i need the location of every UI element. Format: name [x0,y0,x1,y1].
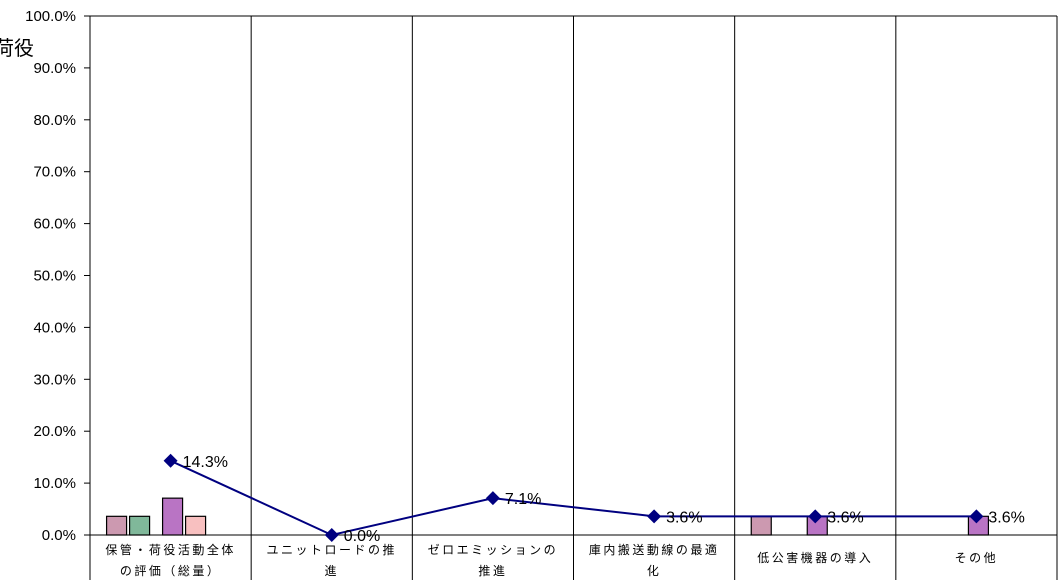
data-label: 14.3% [183,454,228,471]
line-series [170,459,977,537]
bar [105,515,128,536]
y-tick-label: 90.0% [33,60,76,77]
y-tick-label: 100.0% [25,8,76,25]
category-label: 化 [647,564,662,578]
category-label: 保管・荷役活動全体 [105,542,236,557]
axis-layer: 0.0% 10.0% 20.0% 30.0% 40.0% 50.0% 60.0% 70.0% 8… [25,8,1058,580]
line-marker [808,509,823,524]
y-tick-label: 10.0% [33,475,76,492]
category-label: 庫内搬送動線の最適 [589,542,720,557]
category-label: その他 [955,551,999,565]
y-tick-label: 40.0% [33,319,76,336]
data-label: 3.6% [666,509,702,526]
y-tick-label: 70.0% [33,164,76,181]
y-tick-label: 60.0% [33,216,76,233]
category-label: 推進 [478,564,507,578]
line-series-layer: 14.3% 0.0% 7.1% 3.6% 3.6% 3.6% [163,453,1025,545]
data-label: 0.0% [344,528,380,545]
bar [750,515,772,536]
category-label: 低公害機器の導入 [757,550,873,565]
bar [184,515,207,536]
y-tick-label: 80.0% [33,112,76,129]
line-marker [163,453,178,468]
data-label: 3.6% [988,509,1024,526]
bar [161,497,184,536]
y-tick-label: 0.0% [42,527,76,544]
line-marker [324,528,339,542]
y-tick-label: 20.0% [33,423,76,440]
category-label: の評価（総量） [120,563,222,578]
line-marker [485,491,500,506]
category-label: ゼロエミッションの [428,543,559,557]
y-tick-label: 30.0% [33,371,76,388]
category-label: ユニットロードの推 [266,543,397,557]
y-tick-label: 50.0% [33,268,76,285]
line-marker [647,509,662,524]
data-label: 7.1% [505,491,541,508]
bars-layer [105,497,990,536]
title-fragment: 荷役 [0,36,34,60]
bar [128,515,151,536]
data-label: 3.6% [827,509,863,526]
category-label: 進 [324,564,339,578]
line-marker [969,509,984,524]
